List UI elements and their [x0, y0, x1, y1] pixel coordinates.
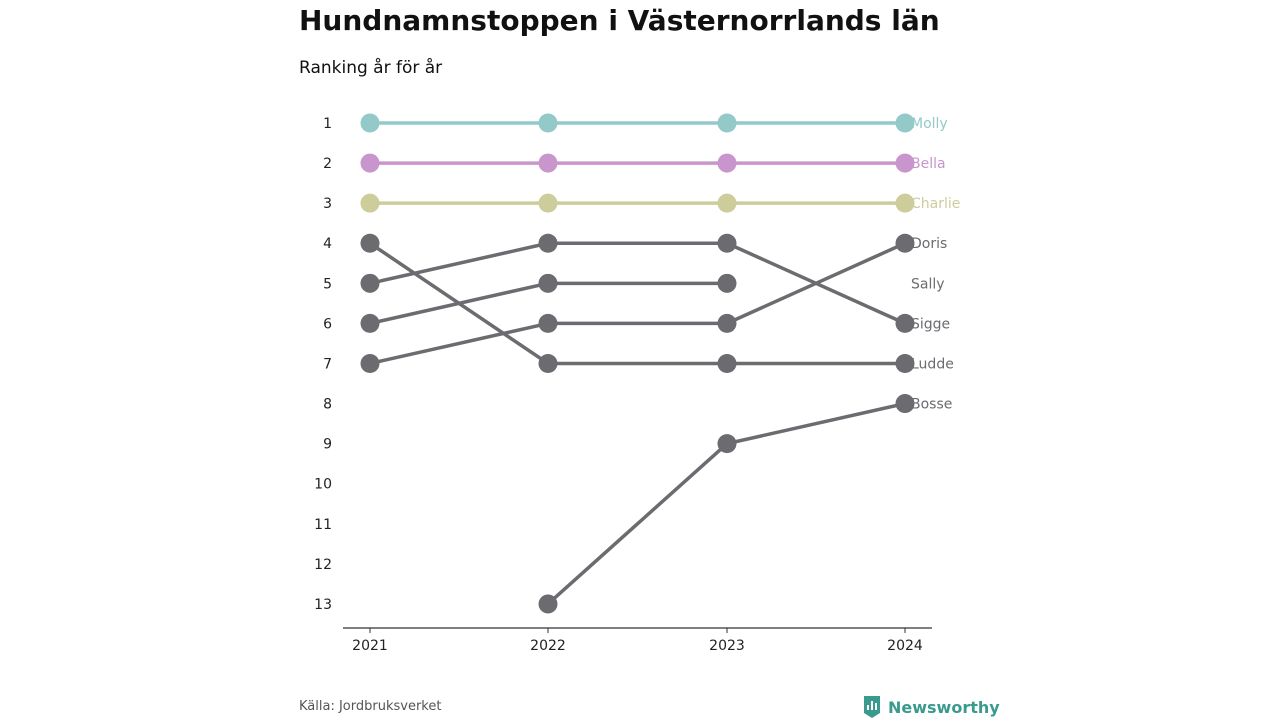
y-tick-label-7: 7 — [323, 356, 332, 372]
point-bella-2022 — [538, 153, 558, 173]
point-ludde-2022 — [538, 353, 558, 373]
point-doris-2024 — [895, 233, 915, 253]
series-label-sigge: Sigge — [911, 316, 950, 332]
series-label-ludde: Ludde — [911, 356, 954, 372]
point-sigge-2021 — [360, 273, 380, 293]
point-doris-2022 — [538, 313, 558, 333]
point-bosse-2024 — [895, 394, 915, 414]
series-label-bosse: Bosse — [911, 397, 952, 413]
point-charlie-2022 — [538, 193, 558, 213]
point-sigge-2022 — [538, 233, 558, 253]
series-label-doris: Doris — [911, 236, 947, 252]
source-note: Källa: Jordbruksverket — [299, 699, 442, 714]
point-bella-2021 — [360, 153, 380, 173]
brand-name: Newsworthy — [888, 697, 1000, 717]
point-doris-2021 — [360, 353, 380, 373]
point-sigge-2024 — [895, 313, 915, 333]
y-tick-label-3: 3 — [323, 196, 332, 212]
point-molly-2023 — [717, 113, 737, 133]
series-line-sigge — [369, 241, 906, 325]
point-molly-2022 — [538, 113, 558, 133]
y-tick-label-12: 12 — [314, 557, 332, 573]
y-tick-label-1: 1 — [323, 116, 332, 132]
point-series-8-2023 — [717, 273, 737, 293]
x-tick-label-2022: 2022 — [530, 638, 566, 654]
point-molly-2021 — [360, 113, 380, 133]
x-tick-label-2024: 2024 — [887, 638, 923, 654]
brand[interactable]: Newsworthy — [862, 695, 1000, 719]
series-line-bosse — [546, 401, 906, 606]
y-tick-label-4: 4 — [323, 236, 332, 252]
point-charlie-2023 — [717, 193, 737, 213]
series-label-molly: Molly — [911, 116, 948, 132]
x-tick-label-2021: 2021 — [352, 638, 388, 654]
point-ludde-2023 — [717, 353, 737, 373]
point-bella-2023 — [717, 153, 737, 173]
series-label-sally: Sally — [911, 276, 945, 292]
chart-subtitle: Ranking år för år — [299, 58, 443, 78]
series-line-doris — [369, 241, 906, 366]
point-series-8-2021 — [360, 313, 380, 333]
point-bosse-2022 — [538, 594, 558, 614]
chart-title: Hundnamnstoppen i Västernorrlands län — [299, 4, 940, 37]
point-charlie-2021 — [360, 193, 380, 213]
y-tick-label-2: 2 — [323, 156, 332, 172]
point-bella-2024 — [895, 153, 915, 173]
point-bosse-2023 — [717, 434, 737, 454]
x-tick-label-2023: 2023 — [709, 638, 745, 654]
y-tick-label-11: 11 — [314, 517, 332, 533]
y-tick-label-10: 10 — [314, 477, 332, 493]
y-tick-label-8: 8 — [323, 397, 332, 413]
point-ludde-2021 — [360, 233, 380, 253]
newsworthy-logo-icon — [864, 696, 880, 718]
point-charlie-2024 — [895, 193, 915, 213]
point-series-8-2022 — [538, 273, 558, 293]
y-tick-label-6: 6 — [323, 316, 332, 332]
point-ludde-2024 — [895, 353, 915, 373]
series-label-charlie: Charlie — [911, 196, 960, 212]
y-tick-label-13: 13 — [314, 597, 332, 613]
y-tick-label-5: 5 — [323, 276, 332, 292]
point-molly-2024 — [895, 113, 915, 133]
point-doris-2023 — [717, 313, 737, 333]
point-sigge-2023 — [717, 233, 737, 253]
y-tick-label-9: 9 — [323, 437, 332, 453]
series-label-bella: Bella — [911, 156, 946, 172]
